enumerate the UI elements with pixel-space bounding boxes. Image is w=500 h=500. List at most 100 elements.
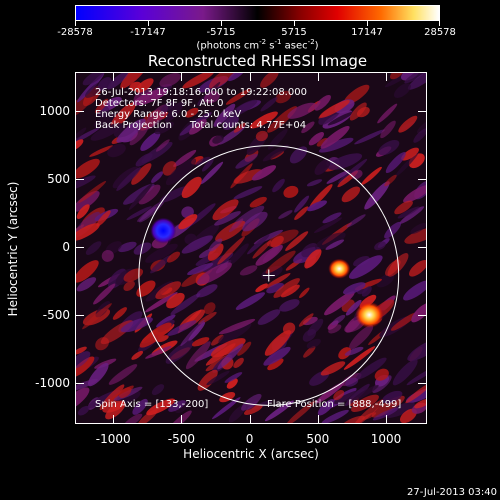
fringe-blob [166,292,185,309]
fringe-blob [191,337,210,347]
fringe-blob [217,236,245,265]
fringe-blob [372,407,399,421]
chart-title: Reconstructed RHESSI Image [147,52,368,70]
fringe-blob [196,284,218,298]
fringe-blob [255,130,268,142]
colorbar-units: (photons cm-2 s-1 asec-2) [196,38,319,52]
y-tick [76,111,84,112]
y-tick [418,315,426,316]
fringe-blob [151,171,164,183]
fringe-blob [213,103,236,127]
y-tick [418,111,426,112]
colorbar-tick [221,21,222,26]
fringe-blob [378,140,400,156]
fringe-blob [76,223,100,241]
fringe-blob [394,151,419,177]
fringe-blob [314,232,346,250]
fringe-blob [82,73,105,86]
fringe-blob [390,312,419,331]
fringe-blob [167,320,197,336]
fringe-blob [320,361,346,376]
fringe-blob [384,221,402,239]
fringe-blob [195,156,211,166]
fringe-blob [308,132,325,146]
fringe-blob [327,111,354,126]
fringe-blob [294,206,309,220]
fringe-blob [237,341,252,356]
fringe-blob [303,345,316,358]
fringe-blob [222,115,239,130]
fringe-blob [212,135,224,144]
fringe-blob [133,242,152,255]
sources [150,217,384,328]
fringe-blob [319,99,350,118]
fringe-blob [185,341,211,370]
fringe-blob [376,273,395,288]
positive-source [355,301,384,328]
x-tick-label: 500 [306,432,330,446]
fringe-blob [128,183,153,210]
fringe-blob [403,280,426,301]
fringe-blob [95,337,109,351]
fringe-blob [397,206,420,219]
fringe-blob [257,309,281,325]
fringe-blob [107,73,129,90]
info-block: 26-Jul-2013 19:18:16.000 to 19:22:08.000… [95,87,307,131]
fringe-blob [206,370,230,386]
total-counts: Total counts: 4.77E+04 [189,120,307,131]
fringe-blob [307,200,327,212]
fringe-blob [112,166,139,189]
x-tick-label: -500 [167,432,196,446]
x-tick [113,73,114,81]
fringe-blob [380,120,396,139]
fringe-blob [181,176,202,199]
fringe-blob [131,350,144,360]
fringe-blob [341,186,361,203]
fringe-blob [76,139,84,151]
y-tick [418,383,426,384]
fringe-blob [242,211,268,232]
fringe-blob [203,302,216,315]
y-tick [418,247,426,248]
fringe-blob [102,400,125,413]
fringe-blob [392,359,418,386]
fringe-blob [255,244,283,266]
fringe-blob [413,128,426,143]
fringe-blob [82,303,112,330]
fringe-blob [96,210,111,227]
fringe-blob [145,243,178,263]
fringe-blob [89,145,114,157]
fringe-blob [338,158,368,184]
fringe-blob [117,241,137,253]
colorbar-tick-label: -17147 [130,27,166,38]
fringe-blob [166,251,181,263]
fringe-blob [353,399,384,423]
fringe-blob [116,390,141,405]
fringe-blob [167,410,192,423]
fringe-blob [408,260,426,277]
fringe-blob [131,163,152,185]
fringe-blob [294,195,310,213]
fringe-blob [301,242,318,258]
colorbar-tick [367,21,368,26]
fringe-blob [279,299,300,312]
fringe-blob [314,159,331,175]
fringe-blob [280,284,300,298]
fringe-blob [264,330,292,356]
fringe-blob [410,222,426,235]
fringe-blob [255,283,268,293]
fringe-blob [218,322,252,344]
fringe-blob [351,384,379,402]
fringe-blob [77,405,90,416]
fringe-blob [151,384,165,396]
fringe-pattern [76,73,426,423]
fringe-blob [320,125,350,149]
x-tick [181,73,182,81]
colorbar-tick-label: 28578 [424,27,456,38]
y-tick-label: 0 [62,240,70,255]
fringe-blob [76,73,105,103]
fringe-blob [123,280,135,292]
fringe-blob [285,231,309,251]
spin-axis-cross [262,269,275,282]
fringe-blob [133,88,168,106]
